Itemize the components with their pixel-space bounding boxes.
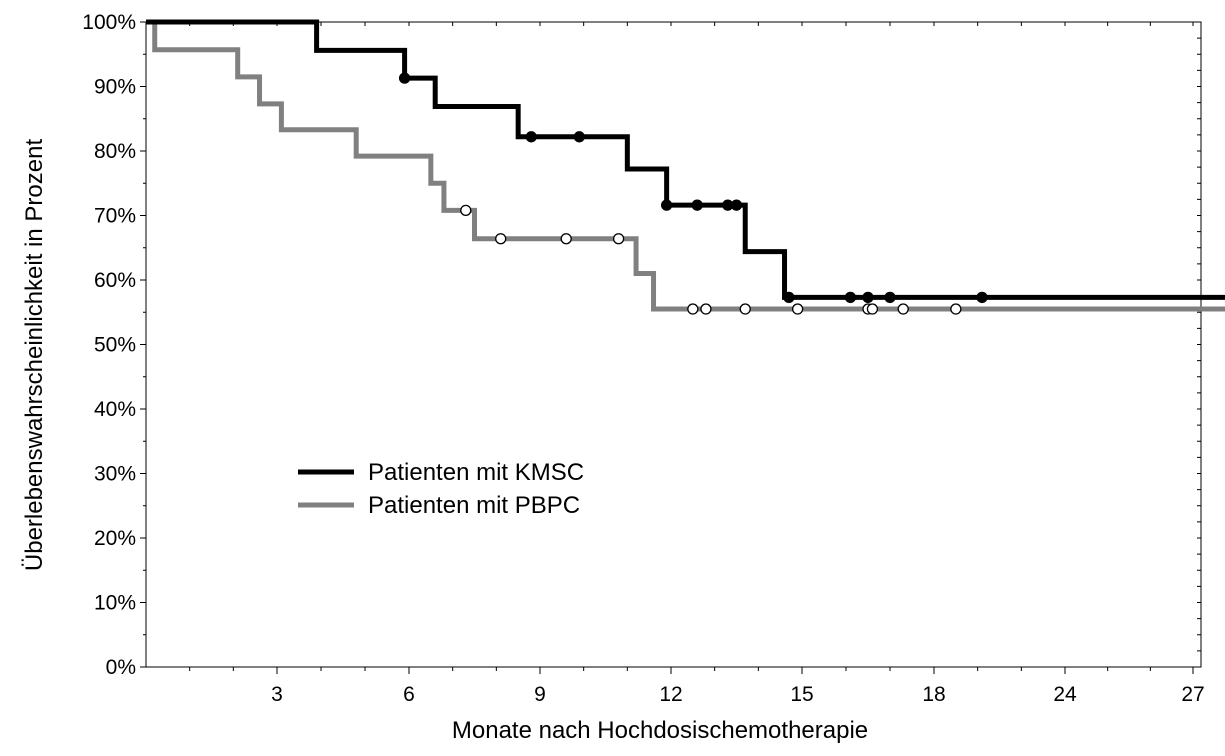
y-tick-label: 50%	[94, 334, 136, 357]
censor-marker	[560, 233, 572, 245]
y-tick-label: 20%	[94, 527, 136, 550]
censor-marker	[844, 291, 857, 304]
x-axis-title: Monate nach Hochdosischemotherapie	[452, 717, 868, 744]
x-tick-label: 24	[1053, 683, 1077, 706]
censor-marker	[884, 291, 896, 304]
censor-marker	[398, 72, 411, 84]
x-tick-label: 6	[403, 683, 415, 706]
censor-marker	[739, 303, 751, 315]
x-tick-label: 3	[271, 683, 283, 706]
y-axis-title: Überlebenswahrscheinlichkeit in Prozent	[21, 139, 48, 572]
censor-marker	[866, 303, 879, 315]
legend-label: Patienten mit KMSC	[368, 459, 584, 486]
censor-marker	[700, 303, 712, 315]
x-tick-label: 9	[534, 683, 546, 706]
y-tick-label: 30%	[94, 463, 136, 486]
y-tick-label: 80%	[94, 140, 136, 163]
y-tick-label: 0%	[106, 656, 136, 679]
censor-marker	[791, 303, 804, 315]
series-line	[146, 19, 1225, 300]
censor-marker	[612, 233, 625, 245]
censor-marker	[460, 204, 472, 216]
y-tick-label: 10%	[94, 592, 136, 615]
plot-frame	[145, 21, 1202, 668]
x-tick-label: 18	[922, 683, 945, 706]
censor-marker	[950, 303, 962, 315]
censor-marker	[897, 303, 909, 315]
series-line	[146, 19, 1225, 312]
y-axis: 0% 10% 20% 30% 40% 50% 60% 70% 80% 90% 100%	[82, 11, 1201, 679]
y-tick-label: 70%	[94, 205, 136, 228]
x-tick-label: 12	[659, 683, 682, 706]
censor-marker	[687, 303, 699, 315]
censor-marker	[730, 199, 743, 211]
censor-marker	[862, 291, 874, 304]
legend-label: Patienten mit PBPC	[368, 492, 580, 519]
censor-marker	[783, 291, 795, 304]
x-axis: 3 6 9 12 15 18 24 27	[189, 22, 1205, 706]
censor-marker	[976, 291, 988, 304]
censor-marker	[660, 199, 673, 211]
censor-marker	[495, 233, 507, 245]
censor-marker	[525, 131, 537, 143]
censor-marker	[573, 131, 585, 143]
y-tick-label: 100%	[82, 11, 136, 34]
legend: Patienten mit KMSC Patienten mit PBPC	[298, 459, 584, 519]
y-tick-label: 60%	[94, 269, 136, 292]
series-layer	[146, 19, 1225, 315]
x-tick-label: 15	[790, 683, 813, 706]
y-tick-label: 40%	[94, 398, 136, 421]
y-tick-label: 90%	[94, 76, 136, 99]
censor-marker	[691, 199, 703, 211]
x-tick-label: 27	[1181, 683, 1204, 706]
